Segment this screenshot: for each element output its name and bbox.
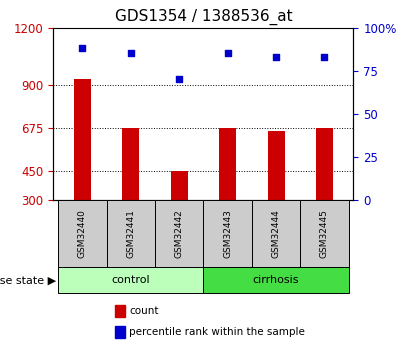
Text: GSM32441: GSM32441 [126, 209, 135, 258]
Point [321, 54, 328, 60]
Bar [268, 131, 284, 200]
Text: percentile rank within the sample: percentile rank within the sample [129, 327, 305, 337]
Text: count: count [129, 306, 159, 316]
Bar [219, 128, 236, 200]
Text: GSM32444: GSM32444 [272, 209, 281, 258]
Point [224, 51, 231, 56]
Bar [316, 128, 333, 200]
Text: control: control [111, 275, 150, 285]
Bar [122, 128, 139, 200]
Point [79, 46, 86, 51]
Text: disease state ▶: disease state ▶ [0, 275, 56, 285]
Point [127, 51, 134, 56]
Bar [171, 171, 188, 200]
Point [176, 77, 182, 82]
Text: GSM32445: GSM32445 [320, 209, 329, 258]
Text: GSM32440: GSM32440 [78, 209, 87, 258]
Text: GSM32442: GSM32442 [175, 209, 184, 258]
Bar [74, 79, 91, 200]
Point [273, 54, 279, 60]
Title: GDS1354 / 1388536_at: GDS1354 / 1388536_at [115, 9, 292, 25]
Text: GSM32443: GSM32443 [223, 209, 232, 258]
Text: cirrhosis: cirrhosis [253, 275, 299, 285]
